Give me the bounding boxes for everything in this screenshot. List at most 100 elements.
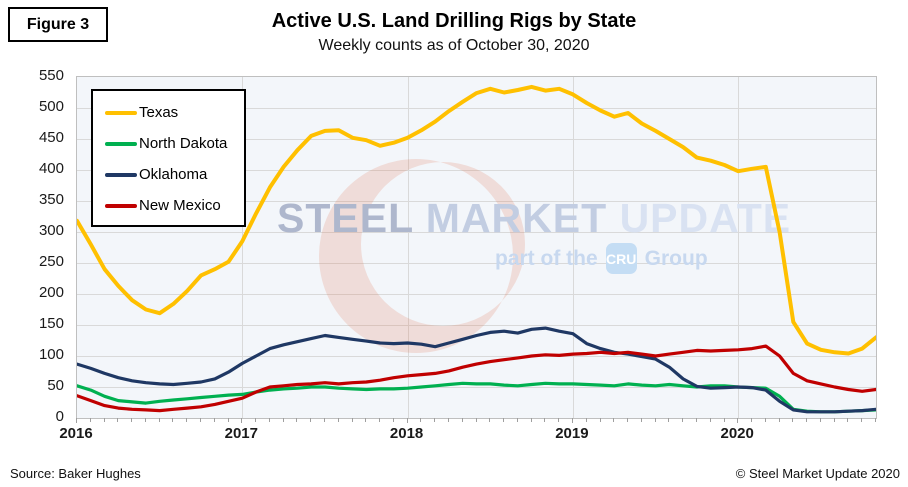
x-axis-minor-tick bbox=[599, 418, 601, 422]
y-axis-tick-label: 300 bbox=[38, 222, 64, 239]
x-axis-minor-tick bbox=[833, 418, 835, 422]
x-axis-minor-tick bbox=[144, 418, 146, 422]
x-axis-minor-tick bbox=[172, 418, 174, 422]
x-axis-minor-tick bbox=[475, 418, 477, 422]
x-axis-minor-tick bbox=[792, 418, 794, 422]
x-axis-minor-tick bbox=[489, 418, 491, 422]
y-axis-tick-label: 450 bbox=[38, 129, 64, 146]
legend-item-north-dakota: North Dakota bbox=[93, 128, 244, 159]
x-axis-major-tick bbox=[406, 418, 408, 423]
y-axis-tick-label: 150 bbox=[38, 315, 64, 332]
legend-label: Oklahoma bbox=[139, 166, 208, 183]
copyright-note: © Steel Market Update 2020 bbox=[735, 466, 900, 481]
series-lines bbox=[77, 84, 876, 414]
x-axis-minor-tick bbox=[255, 418, 257, 422]
x-axis-minor-tick bbox=[420, 418, 422, 422]
figure-badge: Figure 3 bbox=[8, 7, 108, 42]
x-axis-minor-tick bbox=[324, 418, 325, 422]
x-axis-minor-tick bbox=[544, 418, 546, 422]
x-axis-minor-tick bbox=[103, 418, 105, 422]
x-axis-minor-tick bbox=[558, 418, 560, 422]
y-gridline bbox=[77, 325, 876, 326]
y-axis-tick-label: 200 bbox=[38, 284, 64, 301]
y-gridline bbox=[77, 263, 876, 264]
y-axis-tick-label: 550 bbox=[38, 67, 64, 84]
x-axis-minor-tick bbox=[861, 418, 863, 422]
y-axis-tick-label: 500 bbox=[38, 98, 64, 115]
x-axis-minor-tick bbox=[751, 418, 752, 422]
x-axis-minor-tick bbox=[227, 418, 229, 422]
y-gridline bbox=[77, 108, 876, 109]
x-axis-tick-label: 2018 bbox=[389, 425, 424, 442]
x-axis-major-tick bbox=[241, 418, 243, 423]
x-axis-minor-tick bbox=[296, 418, 298, 422]
x-axis-minor-tick bbox=[351, 418, 353, 422]
x-axis-minor-tick bbox=[613, 418, 615, 422]
figure-label: Figure 3 bbox=[26, 15, 90, 33]
chart-subtitle: Weekly counts as of October 30, 2020 bbox=[318, 37, 590, 54]
x-axis-tick-label: 2020 bbox=[720, 425, 754, 442]
x-axis-major-tick bbox=[76, 418, 77, 423]
legend-label: Texas bbox=[139, 104, 179, 121]
legend-swatch-icon bbox=[105, 141, 137, 146]
x-axis-minor-tick bbox=[530, 418, 532, 422]
x-axis-minor-tick bbox=[379, 418, 381, 422]
x-gridline bbox=[572, 77, 574, 418]
legend-item-oklahoma: Oklahoma bbox=[93, 159, 244, 190]
y-axis-tick-label: 250 bbox=[38, 253, 64, 270]
y-gridline bbox=[77, 387, 876, 388]
x-axis-tick-label: 2019 bbox=[555, 425, 589, 442]
plot-area: STEEL MARKET UPDATE part of the CRU Grou… bbox=[76, 76, 877, 419]
x-axis-tick-label: 2017 bbox=[224, 425, 258, 442]
chart-title: Active U.S. Land Drilling Rigs by State bbox=[271, 10, 637, 32]
x-axis-minor-tick bbox=[806, 418, 808, 422]
y-gridline bbox=[77, 139, 876, 140]
y-gridline bbox=[77, 294, 876, 295]
x-axis-minor-tick bbox=[89, 418, 91, 422]
y-axis-tick-label: 100 bbox=[38, 346, 64, 363]
series-line-new-mexico bbox=[77, 344, 876, 413]
x-axis-tick-label: 2016 bbox=[59, 425, 93, 442]
x-gridline bbox=[738, 77, 740, 418]
legend-swatch-icon bbox=[105, 203, 137, 208]
x-axis-minor-tick bbox=[764, 418, 766, 422]
x-axis-minor-tick bbox=[337, 418, 339, 422]
x-axis-minor-tick bbox=[200, 418, 201, 422]
x-axis-minor-tick bbox=[695, 418, 697, 422]
x-axis-minor-tick bbox=[640, 418, 642, 422]
x-axis-minor-tick bbox=[516, 418, 518, 422]
x-axis-major-tick bbox=[571, 418, 573, 423]
legend: Texas North Dakota Oklahoma New Mexico bbox=[91, 89, 246, 227]
x-axis-minor-tick bbox=[186, 418, 188, 422]
x-axis-minor-tick bbox=[723, 418, 725, 422]
y-gridline bbox=[77, 201, 876, 202]
x-axis-minor-tick bbox=[778, 418, 780, 422]
y-axis-tick-label: 50 bbox=[47, 377, 64, 394]
series-line-texas bbox=[77, 84, 876, 356]
x-gridline bbox=[242, 77, 244, 418]
x-axis-minor-tick bbox=[627, 418, 628, 422]
x-axis-minor-tick bbox=[268, 418, 270, 422]
x-axis-minor-tick bbox=[158, 418, 160, 422]
x-axis-minor-tick bbox=[447, 418, 449, 422]
x-axis-minor-tick bbox=[131, 418, 133, 422]
x-axis-minor-tick bbox=[365, 418, 367, 422]
x-axis-minor-tick bbox=[434, 418, 436, 422]
source-note: Source: Baker Hughes bbox=[10, 466, 141, 481]
x-axis-minor-tick bbox=[585, 418, 587, 422]
x-axis-minor-tick bbox=[875, 418, 876, 422]
x-axis-minor-tick bbox=[847, 418, 849, 422]
x-axis-minor-tick bbox=[392, 418, 394, 422]
series-line-oklahoma bbox=[77, 326, 876, 414]
x-gridline bbox=[407, 77, 409, 418]
x-axis-minor-tick bbox=[654, 418, 656, 422]
y-gridline bbox=[77, 356, 876, 357]
y-axis-tick-label: 350 bbox=[38, 191, 64, 208]
x-axis-minor-tick bbox=[668, 418, 670, 422]
x-axis-minor-tick bbox=[682, 418, 684, 422]
x-axis-major-tick bbox=[737, 418, 739, 423]
legend-swatch-icon bbox=[105, 172, 137, 177]
legend-label: New Mexico bbox=[139, 197, 221, 214]
x-axis-minor-tick bbox=[282, 418, 284, 422]
